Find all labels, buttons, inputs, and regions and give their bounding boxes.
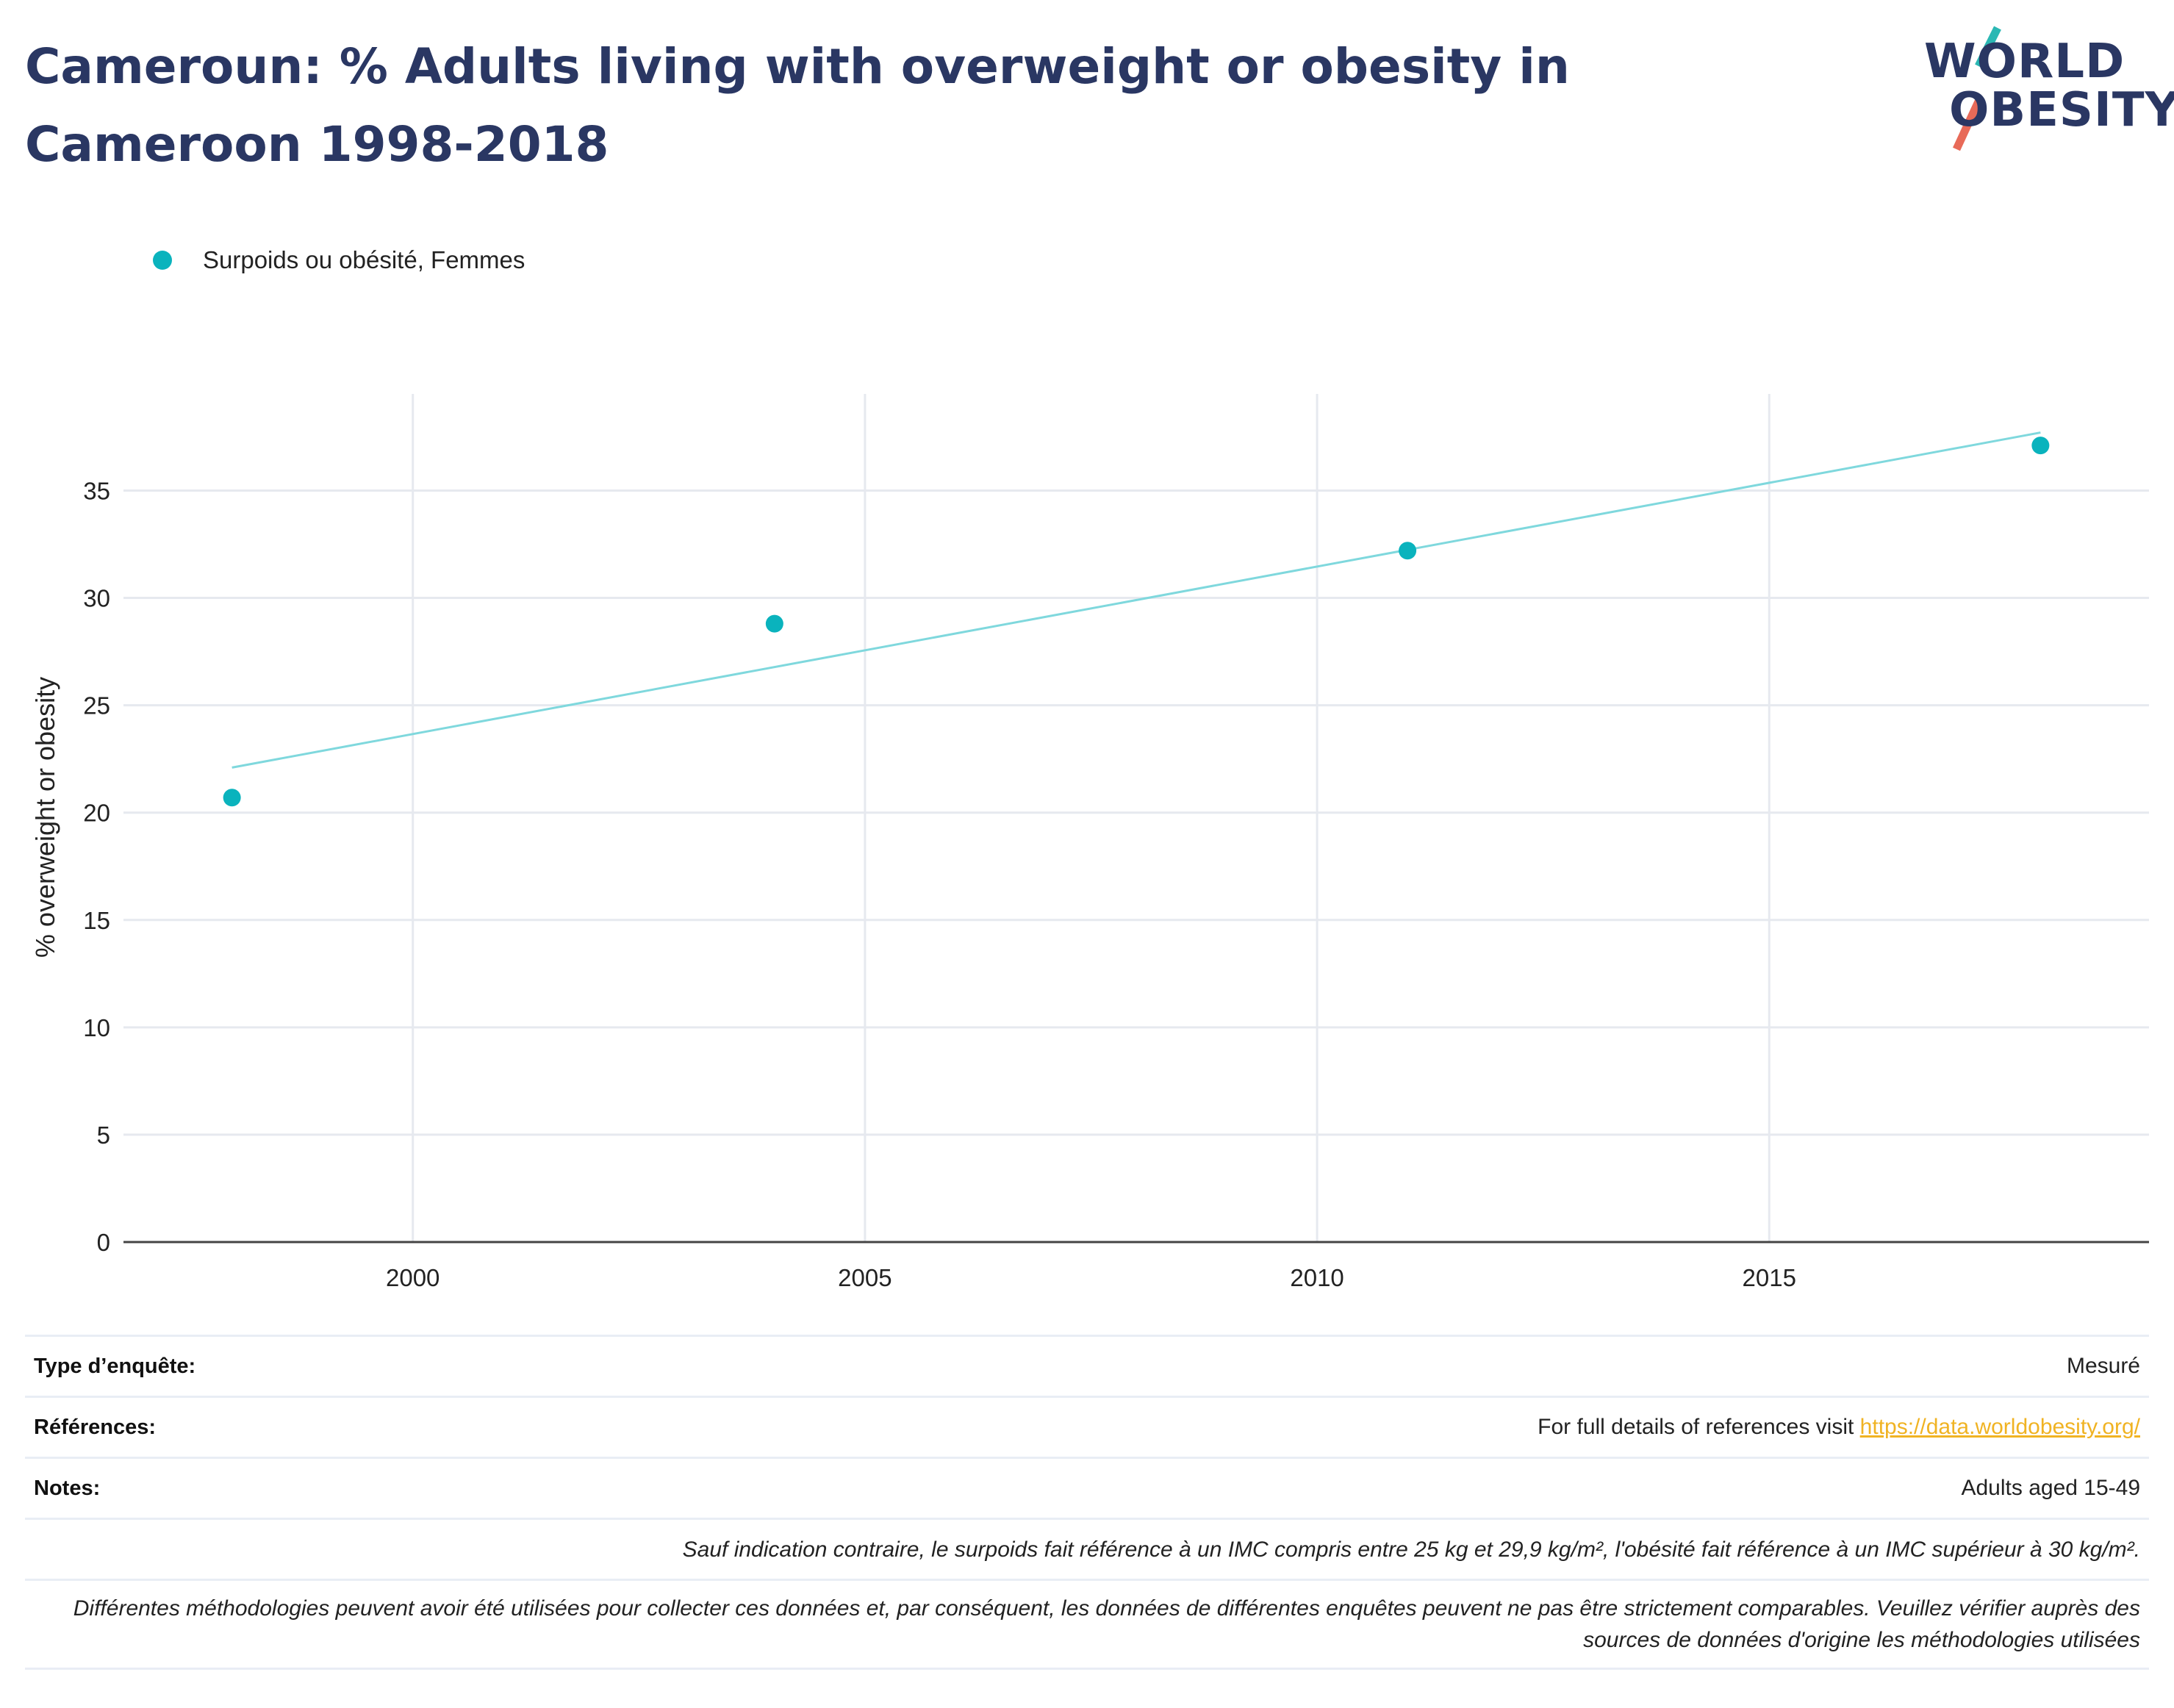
y-tick-label: 30 <box>83 585 110 612</box>
y-tick-label: 0 <box>97 1229 110 1256</box>
logo-word-world: WORLD <box>1924 35 2125 89</box>
references-link[interactable]: https://data.worldobesity.org/ <box>1859 1415 2140 1439</box>
x-tick-label: 2015 <box>1743 1264 1796 1291</box>
info-table: Type d’enquête: Mesuré Références: For f… <box>25 1335 2149 1670</box>
references-value: For full details of references visit htt… <box>1538 1415 2140 1440</box>
legend: Surpoids ou obésité, Femmes <box>153 243 525 278</box>
row-survey-type: Type d’enquête: Mesuré <box>25 1335 2149 1396</box>
y-tick-label: 35 <box>83 477 110 504</box>
y-axis-label: % overweight or obesity <box>30 677 60 958</box>
y-tick-label: 5 <box>97 1122 110 1149</box>
trendline <box>232 431 2041 769</box>
grid <box>123 394 2149 1242</box>
y-tick-label: 20 <box>83 800 110 827</box>
legend-label: Surpoids ou obésité, Femmes <box>203 246 525 273</box>
survey-type-value: Mesuré <box>2066 1354 2140 1378</box>
row-note-methodology: Différentes méthodologies peuvent avoir … <box>25 1579 2149 1670</box>
x-tick-label: 2010 <box>1290 1264 1343 1291</box>
row-notes: Notes: Adults aged 15-49 <box>25 1457 2149 1518</box>
y-tick-label: 25 <box>83 692 110 720</box>
notes-label: Notes: <box>34 1476 101 1500</box>
x-tick-label: 2000 <box>386 1264 440 1291</box>
references-text: For full details of references visit <box>1538 1415 1860 1439</box>
data-point <box>1399 542 1417 560</box>
y-tick-label: 10 <box>83 1014 110 1041</box>
data-point <box>2031 437 2050 455</box>
chart-title: Cameroun: % Adults living with overweigh… <box>25 38 1570 173</box>
data-point <box>223 789 241 807</box>
legend-marker-icon <box>153 251 172 270</box>
references-label: Références: <box>34 1415 157 1439</box>
note-methodology: Différentes méthodologies peuvent avoir … <box>73 1596 2140 1652</box>
survey-type-label: Type d’enquête: <box>34 1354 196 1378</box>
axes: 0 5 10 15 20 25 30 35 2000 2005 2010 2015 <box>83 477 2149 1291</box>
notes-value: Adults aged 15-49 <box>1961 1476 2140 1500</box>
y-tick-label: 15 <box>83 907 110 934</box>
points-group <box>223 437 2050 807</box>
trendline-group <box>232 431 2041 769</box>
x-tick-label: 2005 <box>838 1264 892 1291</box>
data-point <box>765 614 783 633</box>
note-definition: Sauf indication contraire, le surpoids f… <box>682 1537 2140 1562</box>
logo-word-obesity: OBESITY <box>1949 83 2174 137</box>
row-references: Références: For full details of referenc… <box>25 1396 2149 1457</box>
world-obesity-logo: WORLD OBESITY <box>1911 21 2174 153</box>
logo-slash-icon <box>1953 26 2001 151</box>
row-note-definition: Sauf indication contraire, le surpoids f… <box>25 1518 2149 1579</box>
scatter-chart: 0 5 10 15 20 25 30 35 2000 2005 2010 2015 % overwei… <box>30 394 2149 1291</box>
